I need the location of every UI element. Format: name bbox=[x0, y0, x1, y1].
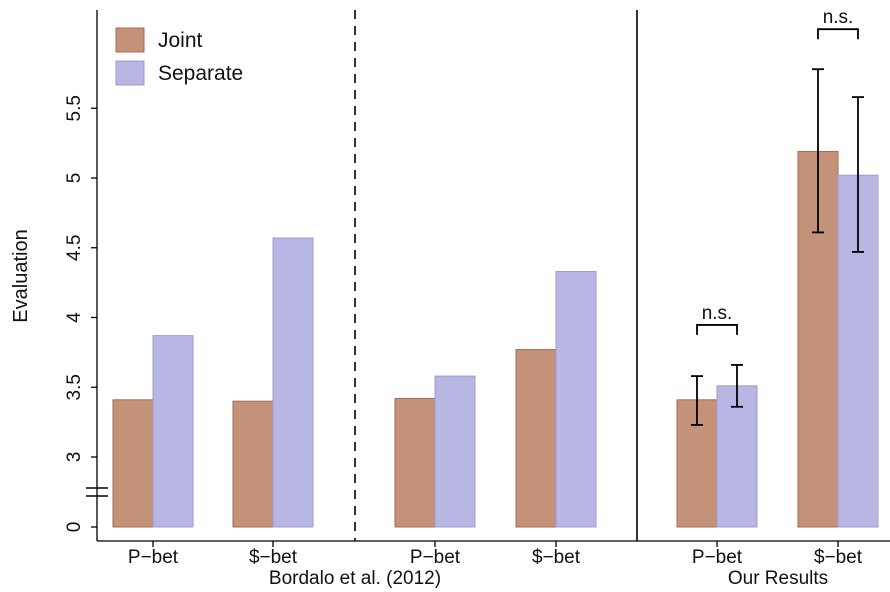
x-tick-label: $−bet bbox=[532, 547, 581, 568]
bar-separate bbox=[434, 375, 476, 528]
bar-joint bbox=[394, 397, 436, 528]
bar-separate bbox=[272, 237, 314, 528]
y-tick-label: 4.5 bbox=[64, 235, 85, 261]
significance-label: n.s. bbox=[823, 7, 854, 28]
significance-bracket bbox=[696, 324, 738, 335]
group-label: Our Results bbox=[728, 568, 828, 589]
bar-joint bbox=[112, 399, 154, 528]
x-tick-label: P−bet bbox=[410, 547, 461, 568]
y-tick-label: 5.5 bbox=[64, 95, 85, 121]
significance-label: n.s. bbox=[702, 303, 733, 324]
axis-labels: Evaluation bbox=[10, 229, 32, 322]
group-label: Bordalo et al. (2012) bbox=[269, 568, 441, 589]
significance-bracket bbox=[817, 28, 859, 40]
x-tick-label: $−bet bbox=[814, 547, 863, 568]
y-tick-label: 4 bbox=[64, 312, 85, 323]
legend-label-joint: Joint bbox=[158, 29, 203, 52]
legend-label-separate: Separate bbox=[158, 62, 243, 85]
legend-swatch-separate bbox=[115, 60, 145, 86]
bar-joint bbox=[797, 150, 839, 528]
x-tick-label: P−bet bbox=[128, 547, 179, 568]
y-tick-label: 3 bbox=[64, 452, 85, 463]
legend: Joint Separate bbox=[115, 27, 243, 86]
plot-area bbox=[354, 10, 638, 541]
x-tick-label: $−bet bbox=[249, 547, 298, 568]
chart-marks: n.s. n.s. bbox=[112, 7, 879, 528]
legend-swatch-joint bbox=[115, 27, 145, 53]
bar-separate bbox=[555, 270, 597, 528]
y-axis: 0 3 3.5 4 4.5 5 5.5 P−bet $−bet P−bet $−bet P−bet $−… bbox=[64, 10, 890, 589]
y-tick-label: 3.5 bbox=[64, 374, 85, 400]
x-tick-label: P−bet bbox=[692, 547, 743, 568]
y-axis-title: Evaluation bbox=[10, 229, 32, 322]
y-tick-label: 5 bbox=[64, 173, 85, 184]
bar-joint bbox=[232, 400, 274, 528]
bar-separate bbox=[152, 335, 194, 528]
y-tick-label: 0 bbox=[64, 522, 85, 533]
bar-joint bbox=[515, 349, 557, 528]
